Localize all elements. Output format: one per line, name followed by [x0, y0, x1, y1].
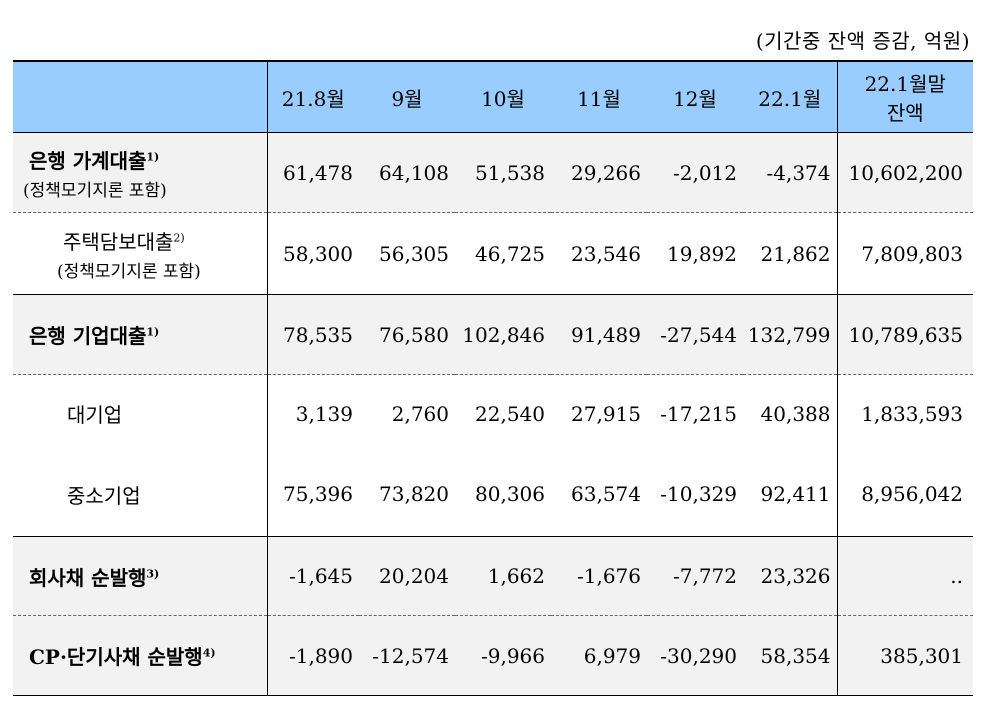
cell-balance: 7,809,803: [836, 212, 973, 295]
row-label-text: 은행 기업대출: [29, 324, 147, 348]
cell: 29,266: [551, 132, 647, 213]
cell: 61,478: [266, 132, 359, 213]
header-col: 9월: [359, 60, 455, 133]
cell: 23,546: [551, 212, 647, 295]
cell-balance: 385,301: [836, 615, 973, 696]
cell: 23,326: [743, 536, 837, 616]
cell: 27,915: [551, 374, 647, 453]
row-note: (정책모기지론 포함): [23, 180, 167, 201]
cell: 63,574: [551, 452, 647, 537]
cell: 58,300: [266, 212, 359, 295]
cell: -1,890: [266, 615, 359, 696]
table-row: 주택담보대출2) (정책모기지론 포함) 58,300 56,305 46,72…: [13, 212, 973, 295]
cell: 6,979: [551, 615, 647, 696]
cell: 75,396: [266, 452, 359, 537]
cell: -12,574: [359, 615, 455, 696]
cell: -9,966: [455, 615, 551, 696]
header-blank: [13, 60, 267, 133]
table-row: 은행 기업대출1) 78,535 76,580 102,846 91,489 -…: [13, 294, 973, 375]
cell: -2,012: [647, 132, 743, 213]
cell: 58,354: [743, 615, 837, 696]
cell: 64,108: [359, 132, 455, 213]
table-row: 대기업 3,139 2,760 22,540 27,915 -17,215 40…: [13, 374, 973, 453]
row-label: 주택담보대출2) (정책모기지론 포함): [13, 212, 267, 295]
cell: 20,204: [359, 536, 455, 616]
cell: 78,535: [266, 294, 359, 375]
table-row: 회사채 순발행3) -1,645 20,204 1,662 -1,676 -7,…: [13, 536, 973, 616]
cell: 92,411: [743, 452, 837, 537]
row-label: 대기업: [13, 374, 267, 453]
cell: -10,329: [647, 452, 743, 537]
row-note: (정책모기지론 포함): [57, 261, 201, 282]
footnote-mark: 1): [146, 325, 160, 339]
cell: 56,305: [359, 212, 455, 295]
cell: 21,862: [743, 212, 837, 295]
cell: 51,538: [455, 132, 551, 213]
cell-balance: ..: [836, 536, 973, 616]
row-label-text: CP·단기사채 순발행: [29, 645, 203, 669]
row-label: 회사채 순발행3): [13, 536, 267, 616]
header-balance-line1: 22.1월말: [864, 72, 946, 96]
header-col: 12월: [647, 60, 743, 133]
cell: 102,846: [455, 294, 551, 375]
header-row: 21.8월 9월 10월 11월 12월 22.1월 22.1월말 잔액: [13, 60, 973, 133]
loan-table: 21.8월 9월 10월 11월 12월 22.1월 22.1월말 잔액 은행 …: [13, 60, 973, 696]
unit-note: (기간중 잔액 증감, 억원): [755, 29, 970, 53]
header-col: 11월: [551, 60, 647, 133]
cell-balance: 10,602,200: [836, 132, 973, 213]
cell-balance: 8,956,042: [836, 452, 973, 537]
table-row: 중소기업 75,396 73,820 80,306 63,574 -10,329…: [13, 452, 973, 537]
cell: -27,544: [647, 294, 743, 375]
footnote-mark: 4): [202, 646, 216, 660]
row-label: 은행 가계대출1) (정책모기지론 포함): [13, 132, 267, 213]
cell: -1,645: [266, 536, 359, 616]
footnote-mark: 1): [146, 149, 160, 163]
cell-balance: 10,789,635: [836, 294, 973, 375]
cell: -7,772: [647, 536, 743, 616]
row-label-text: 은행 가계대출: [29, 148, 147, 173]
cell: 46,725: [455, 212, 551, 295]
cell: 91,489: [551, 294, 647, 375]
header-col: 21.8월: [266, 60, 359, 133]
cell: 3,139: [266, 374, 359, 453]
header-col: 22.1월: [743, 60, 837, 133]
cell: -30,290: [647, 615, 743, 696]
row-label: 은행 기업대출1): [13, 294, 267, 375]
row-label: 중소기업: [13, 452, 267, 537]
cell: -17,215: [647, 374, 743, 453]
cell: -4,374: [743, 132, 837, 213]
cell: 76,580: [359, 294, 455, 375]
header-col-balance: 22.1월말 잔액: [836, 60, 973, 133]
cell: 132,799: [743, 294, 837, 375]
cell: 73,820: [359, 452, 455, 537]
cell: -1,676: [551, 536, 647, 616]
cell: 22,540: [455, 374, 551, 453]
table-row: CP·단기사채 순발행4) -1,890 -12,574 -9,966 6,97…: [13, 615, 973, 696]
row-label: CP·단기사채 순발행4): [13, 615, 267, 696]
cell-balance: 1,833,593: [836, 374, 973, 453]
table-row: 은행 가계대출1) (정책모기지론 포함) 61,478 64,108 51,5…: [13, 132, 973, 213]
header-balance-line2: 잔액: [886, 101, 924, 125]
row-label-text: 회사채 순발행: [29, 565, 147, 590]
row-label-text: 중소기업: [67, 483, 141, 508]
row-label-text: 대기업: [67, 403, 123, 428]
cell: 1,662: [455, 536, 551, 616]
header-col: 10월: [455, 60, 551, 133]
row-label-text: 주택담보대출: [63, 229, 174, 254]
cell: 19,892: [647, 212, 743, 295]
footnote-mark: 2): [173, 230, 185, 244]
cell: 40,388: [743, 374, 837, 453]
cell: 2,760: [359, 374, 455, 453]
footnote-mark: 3): [146, 566, 160, 580]
cell: 80,306: [455, 452, 551, 537]
